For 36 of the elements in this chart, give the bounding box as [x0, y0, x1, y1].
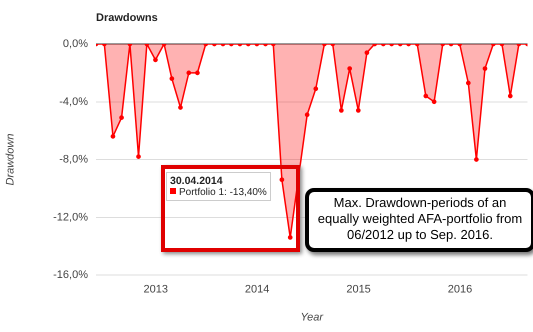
- point: [313, 86, 318, 92]
- x-tick-label: 2013: [143, 284, 168, 296]
- point: [136, 154, 141, 159]
- x-tick-label: 2015: [346, 284, 371, 296]
- point: [423, 94, 428, 98]
- x-tick-label: 2016: [448, 284, 472, 296]
- point: [178, 105, 183, 110]
- point: [474, 157, 479, 162]
- point: [280, 177, 284, 182]
- x-tick-label: 2014: [244, 284, 270, 296]
- point: [195, 70, 200, 76]
- y-tick-label: 0,0%: [62, 38, 88, 50]
- y-tick-label: -8,0%: [59, 154, 88, 166]
- y-axis-title: Drawdown: [4, 134, 17, 186]
- annotation: 30.04.2014: [170, 175, 224, 187]
- point: [356, 108, 361, 113]
- point: [338, 108, 344, 113]
- chart-title: Drawdowns: [96, 12, 158, 24]
- point: [170, 76, 174, 81]
- point: [110, 134, 116, 139]
- point: [304, 112, 310, 118]
- x-axis-title: Year: [300, 311, 324, 324]
- point: [153, 58, 158, 62]
- point: [119, 115, 124, 120]
- point: [186, 70, 192, 76]
- point: [347, 66, 352, 71]
- y-tick-label: -16,0%: [53, 269, 88, 282]
- y-tick-label: -4,0%: [59, 96, 88, 108]
- annotation: Portfolio 1: -13,40%: [178, 187, 267, 198]
- point: [466, 80, 471, 86]
- annotation: Max. Drawdown-periods of an equally weighted AFA-portfolio from 06/2012 up to Sep. 2016.: [305, 188, 533, 252]
- point: [364, 50, 370, 56]
- point: [508, 94, 513, 98]
- point: [432, 99, 436, 104]
- y-tick-label: -12,0%: [53, 211, 88, 224]
- point: [482, 66, 488, 71]
